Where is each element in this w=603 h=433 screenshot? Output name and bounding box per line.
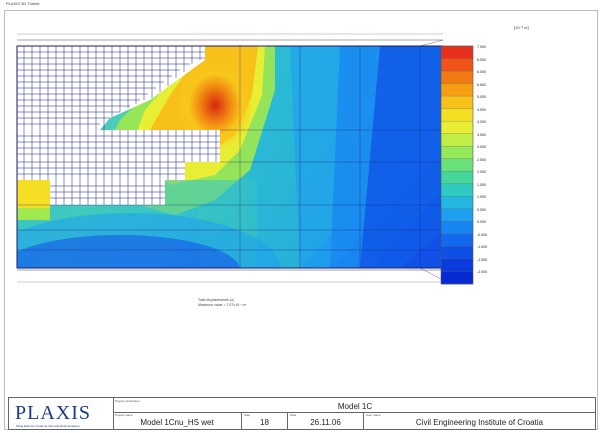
step-cell: Step 18	[241, 412, 287, 429]
plaxis-logo: PLAXIS Finite Element Code for Soil and …	[9, 398, 114, 429]
legend-value: 0.000	[477, 220, 486, 225]
legend-value: -1.000	[477, 245, 488, 250]
legend-swatch	[441, 233, 473, 247]
legend-value: 1.500	[477, 182, 486, 187]
legend-swatch	[441, 83, 473, 97]
legend-swatch	[441, 121, 473, 134]
legend-value: -0.500	[477, 232, 488, 237]
logo-text: PLAXIS	[15, 402, 92, 424]
legend-value: 1.000	[477, 195, 486, 200]
legend-value: 2.500	[477, 157, 486, 162]
legend-value: 2.000	[477, 170, 486, 175]
project-description: Model 1C	[337, 402, 373, 411]
legend-swatch	[441, 221, 473, 235]
legend-value: 4.500	[477, 107, 486, 112]
legend-swatch	[441, 258, 473, 272]
legend-value: 5.500	[477, 82, 486, 87]
date-value: 26.11.06	[310, 418, 341, 427]
project-name-cell: Project name Model 1Cnu_HS wet	[113, 412, 241, 429]
legend-swatch	[441, 208, 473, 222]
legend-value: 6.500	[477, 57, 486, 62]
legend-swatch	[441, 271, 473, 285]
legend-swatch	[441, 146, 473, 160]
legend-value: -2.000	[477, 270, 488, 275]
legend-colorbar	[441, 45, 473, 285]
plot-caption: Total displacements |u|	[198, 298, 234, 302]
user-name: Civil Engineering Institute of Croatia	[415, 418, 544, 427]
logo-subtitle: Finite Element Code for Soil and Rock An…	[16, 424, 80, 428]
legend-value: 4.000	[477, 120, 486, 125]
units-label: [10⁻³ m]	[514, 25, 529, 30]
mesh-grid	[17, 46, 220, 205]
date-cell: Date 26.11.06	[287, 412, 363, 429]
legend-value: 7.000	[477, 45, 486, 49]
user-cell: User name Civil Engineering Institute of…	[363, 412, 595, 429]
title-block: PLAXIS Finite Element Code for Soil and …	[8, 397, 596, 430]
project-description-cell: Project description Model 1C	[113, 398, 597, 412]
legend-value: -1.500	[477, 257, 488, 262]
legend-value: 0.500	[477, 207, 486, 212]
legend-value: 3.500	[477, 132, 486, 137]
legend-swatch	[441, 171, 473, 185]
legend-value: 6.000	[477, 70, 486, 75]
legend-value: 5.000	[477, 95, 486, 100]
legend-value: 3.000	[477, 145, 486, 150]
plot-max-value: Maximum value = 7.07×10⁻³ m	[198, 303, 247, 307]
legend-swatch	[441, 133, 473, 147]
legend-swatch	[441, 183, 473, 197]
legend-swatch	[441, 196, 473, 210]
legend-swatch	[441, 58, 473, 72]
step-value: 18	[260, 418, 269, 427]
window-title: PLAXIS 3D Tunnel	[6, 1, 40, 6]
project-name: Model 1Cnu_HS wet	[140, 418, 214, 427]
legend-swatch	[441, 108, 473, 122]
legend-swatch	[441, 158, 473, 172]
legend-swatch	[441, 71, 473, 84]
legend-swatch	[441, 46, 473, 59]
excavated-zone	[17, 46, 220, 205]
legend-swatch	[441, 246, 473, 260]
legend-swatch	[441, 96, 473, 109]
